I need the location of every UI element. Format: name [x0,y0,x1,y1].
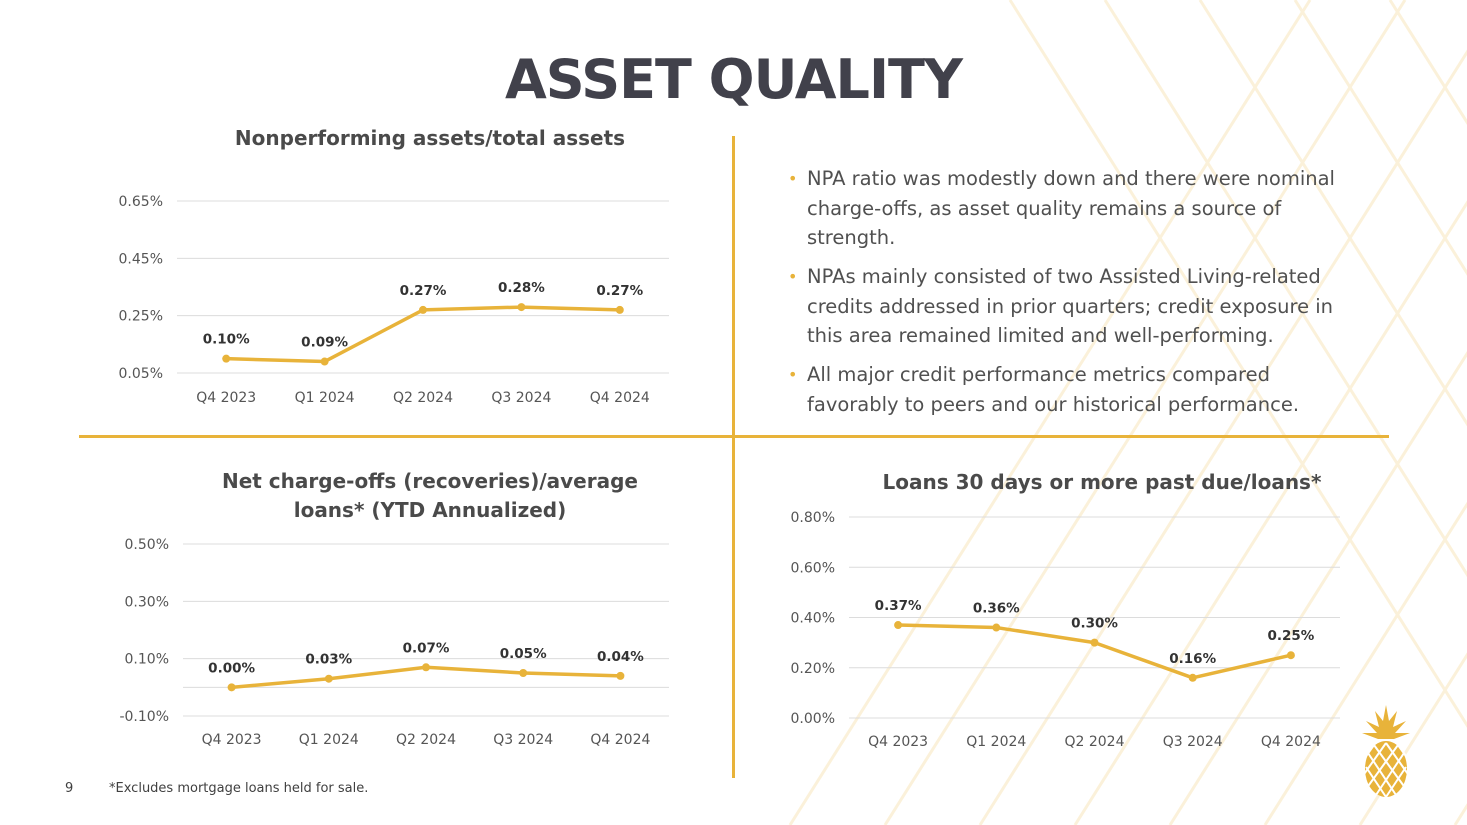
background-line [1358,652,1467,825]
data-point [1090,638,1099,647]
data-label: 0.27% [596,283,643,299]
npa-chart-title: Nonperforming assets/total assets [234,126,626,150]
background-line [1293,0,1467,276]
nco-chart-title-line-1: Net charge-offs (recoveries)/average [221,469,638,493]
data-point [419,305,427,314]
bullet-dot-icon: • [788,169,798,188]
vertical-divider [732,136,735,778]
bullet-text: NPAs mainly consisted of two Assisted Li… [807,265,1334,347]
y-tick-label: 0.50% [125,537,169,553]
y-tick-label: 0.30% [125,594,169,610]
background-line [1073,200,1467,825]
slide-title: ASSET QUALITY [505,48,963,111]
background-line [883,0,1407,825]
data-label: 0.00% [208,660,255,676]
x-tick-label: Q4 2023 [202,732,262,748]
y-tick-label: 0.45% [119,251,163,267]
data-label: 0.37% [875,598,922,614]
x-tick-label: Q1 2024 [966,734,1026,750]
x-tick-label: Q3 2024 [491,390,551,406]
data-point [992,623,1001,632]
x-tick-label: Q4 2024 [1261,734,1321,750]
x-tick-label: Q3 2024 [493,732,553,748]
x-tick-label: Q4 2023 [868,734,928,750]
bullet-item: • NPAs mainly consisted of two Assisted L… [788,262,1363,351]
x-tick-label: Q1 2024 [295,390,355,406]
x-tick-label: Q1 2024 [299,732,359,748]
y-tick-label: 0.00% [791,711,835,727]
nco-chart-title-line-2: loans* (YTD Annualized) [293,498,567,522]
data-label: 0.36% [973,601,1020,617]
data-label: 0.30% [1071,616,1118,632]
data-label: 0.05% [500,646,547,662]
y-tick-label: 0.05% [119,366,163,382]
x-tick-label: Q3 2024 [1163,734,1223,750]
footnote: *Excludes mortgage loans held for sale. [109,781,369,796]
y-tick-label: 0.20% [791,661,835,677]
data-point [324,674,333,683]
data-label: 0.28% [498,280,545,296]
bullet-dot-icon: • [788,365,798,384]
x-tick-label: Q2 2024 [393,390,453,406]
background-line [1168,350,1467,825]
bullet-text: NPA ratio was modestly down and there we… [807,167,1335,249]
data-point [519,669,528,677]
background-line [978,49,1467,825]
data-label: 0.25% [1267,628,1314,644]
bullet-item: • All major credit performance metrics co… [788,360,1363,419]
y-tick-label: 0.40% [791,611,835,627]
data-label: 0.03% [305,652,352,668]
x-tick-label: Q2 2024 [396,732,456,748]
data-point [615,305,624,314]
data-point [1188,673,1197,682]
data-label: 0.09% [301,335,348,351]
y-tick-label: 0.60% [791,560,835,576]
nco-chart-title: Net charge-offs (recoveries)/average loa… [130,467,730,525]
bullet-item: • NPA ratio was modestly down and there w… [788,164,1363,253]
data-point [320,357,329,366]
bullet-dot-icon: • [788,267,798,286]
series-line [896,623,1293,680]
data-label: 0.04% [597,649,644,665]
x-tick-label: Q4 2023 [196,390,256,406]
x-tick-label: Q4 2024 [590,390,650,406]
x-tick-label: Q4 2024 [590,732,650,748]
data-point [894,621,903,630]
horizontal-divider [79,435,1389,438]
background-line [1198,0,1467,427]
data-point [422,663,430,672]
data-label: 0.10% [203,332,250,348]
pineapple-logo-icon [1361,705,1411,798]
pastdue-chart-title: Loans 30 days or more past due/loans* [882,470,1322,494]
y-tick-label: 0.65% [119,194,163,210]
commentary-bullets: • NPA ratio was modestly down and there w… [788,164,1363,429]
data-point [616,671,625,680]
background-line [1008,0,1467,728]
y-tick-label: 0.10% [125,652,169,668]
background-line [1263,501,1467,825]
page-number: 9 [65,781,74,796]
data-point [227,683,236,692]
data-point [1286,651,1295,660]
background-lines [788,0,1467,825]
data-point [517,303,526,312]
bullet-text: All major credit performance metrics com… [807,363,1300,416]
background-line [1103,0,1467,578]
y-tick-label: 0.80% [791,510,835,526]
y-tick-label: 0.25% [119,309,163,325]
data-label: 0.07% [403,640,450,656]
data-point [222,354,231,363]
x-tick-label: Q2 2024 [1064,734,1124,750]
data-label: 0.27% [400,283,447,299]
y-tick-label: -0.10% [119,709,169,725]
data-label: 0.16% [1169,651,1216,667]
background-line [788,0,1312,825]
